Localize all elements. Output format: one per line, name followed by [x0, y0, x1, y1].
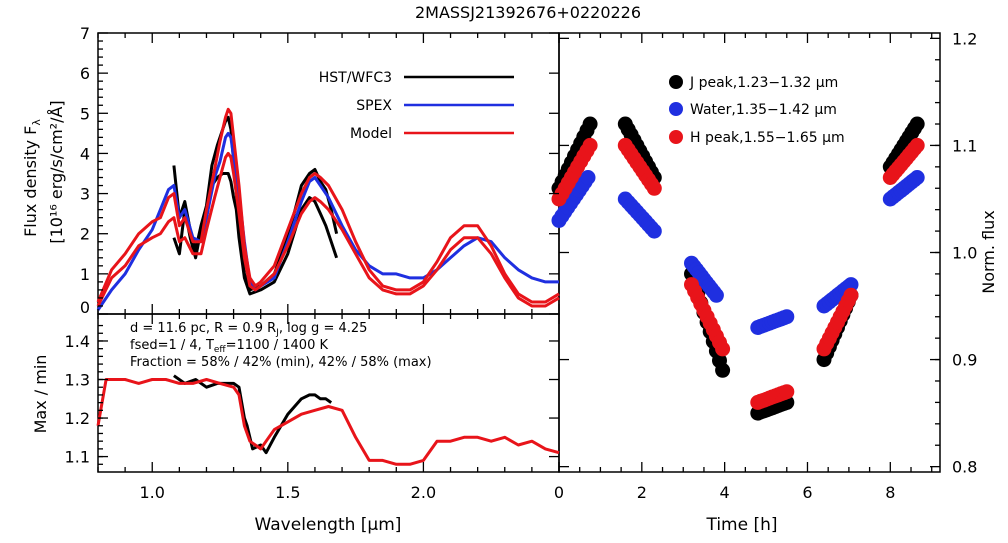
spectrum-ytick-label-7: 7 — [80, 24, 90, 43]
lightcurve-point-h-peak-1-55-1-65-m-4-10 — [843, 287, 859, 303]
lightcurve-legend: J peak,1.23−1.32 μm Water,1.35−1.42 μm H… — [669, 75, 845, 146]
lightcurve-point-water-1-35-1-42-m-5-10 — [909, 170, 925, 185]
lightcurve-point-h-peak-1-55-1-65-m-2-10 — [715, 341, 731, 357]
lightcurve-ytick-label-0.8: 0.8 — [952, 458, 977, 477]
lightcurve-ytick-label-1.1: 1.1 — [952, 136, 977, 155]
legend-label-hst: HST/WFC3 — [319, 70, 392, 86]
legend-dot-hpeak — [669, 130, 683, 144]
spectrum-ytick-label-2: 2 — [80, 225, 90, 244]
axes-ticks: 0 1 2 3 4 5 6 7 1.1 1.2 1.3 1.4 1.0 1.5 2.0 0.8 0.9 1.0 1.… — [65, 24, 978, 502]
legend-dot-water — [669, 102, 683, 116]
lightcurve-point-water-1-35-1-42-m-2-10 — [708, 287, 724, 303]
spectrum-ytick-label-3: 3 — [80, 185, 90, 204]
lightcurve-point-h-peak-1-55-1-65-m-0-10 — [582, 137, 598, 153]
lightcurve-xtick-label-4: 4 — [720, 483, 730, 502]
lightcurve-xtick-label-2: 2 — [637, 483, 647, 502]
lightcurve-ytick-label-0.9: 0.9 — [952, 351, 977, 370]
lightcurve-point-j-peak-1-23-1-32-m-5-10 — [909, 116, 925, 132]
spectrum-ytick-label-0: 0 — [80, 298, 90, 317]
legend-label-spex: SPEX — [356, 98, 392, 114]
ratio-xtick-label-1.5: 1.5 — [275, 483, 300, 502]
spectrum-line-model-3 — [96, 107, 560, 304]
lightcurve-ytick-label-1.0: 1.0 — [952, 244, 977, 263]
spectrum-ytick-label-1: 1 — [80, 265, 90, 284]
lightcurve-xtick-label-6: 6 — [802, 483, 812, 502]
ratio-line-hst-wfc3-0 — [173, 374, 333, 455]
params-line2: fsed=1 / 4, Teff=1100 / 1400 K — [130, 338, 328, 355]
lightcurve-point-h-peak-1-55-1-65-m-5-10 — [909, 137, 925, 153]
ratio-plot — [96, 374, 560, 466]
lightcurve-point-water-1-35-1-42-m-4-10 — [843, 277, 859, 293]
lightcurve-point-j-peak-1-23-1-32-m-0-10 — [582, 116, 598, 132]
ratio-ytick-label-1.2: 1.2 — [65, 409, 90, 428]
lightcurve-ylabel: Norm. flux — [979, 210, 998, 294]
legend-label-model: Model — [350, 126, 392, 142]
spectrum-ytick-label-6: 6 — [80, 64, 90, 83]
ratio-xtick-label-2.0: 2.0 — [411, 483, 436, 502]
spectrum-line-hst-wfc3-1 — [172, 115, 339, 292]
lightcurve-xtick-label-8: 8 — [885, 483, 895, 502]
lightcurve-ytick-label-1.2: 1.2 — [952, 29, 977, 48]
legend-label-water: Water,1.35−1.42 μm — [690, 102, 837, 118]
lightcurve-xtick-label-0: 0 — [554, 483, 564, 502]
lightcurve-point-water-1-35-1-42-m-0-10 — [580, 170, 596, 185]
lightcurve-point-h-peak-1-55-1-65-m-3-10 — [779, 384, 795, 400]
lightcurve-plot — [551, 116, 925, 421]
spectrum-line-model-4 — [96, 151, 560, 308]
lightcurve-point-j-peak-1-23-1-32-m-2-10 — [715, 362, 731, 378]
spectrum-ylabel-line2: [10¹⁶ erg/s/cm²/Å] — [47, 100, 66, 243]
wavelength-xlabel: Wavelength [μm] — [255, 515, 402, 535]
ratio-xtick-label-1.0: 1.0 — [140, 483, 165, 502]
lightcurve-point-h-peak-1-55-1-65-m-1-10 — [646, 180, 662, 196]
time-xlabel: Time [h] — [705, 515, 777, 535]
spectrum-legend: HST/WFC3 SPEX Model — [319, 70, 514, 142]
ratio-ytick-label-1.4: 1.4 — [65, 332, 90, 351]
lightcurve-point-water-1-35-1-42-m-3-10 — [779, 309, 795, 325]
params-line1: d = 11.6 pc, R = 0.9 RJ, log g = 4.25 — [130, 321, 367, 338]
params-line3: Fraction = 58% / 42% (min), 42% / 58% (m… — [130, 355, 432, 370]
ratio-ytick-label-1.1: 1.1 — [65, 448, 90, 467]
figure-title: 2MASSJ21392676+0220226 — [415, 3, 641, 22]
ratio-line-model-1 — [96, 378, 560, 466]
lightcurve-panel-frame — [558, 32, 941, 473]
spectrum-plot — [96, 107, 560, 311]
ratio-ylabel: Max / min — [31, 355, 50, 434]
spectrum-ytick-label-5: 5 — [80, 104, 90, 123]
legend-dot-jpeak — [669, 75, 683, 89]
lightcurve-point-water-1-35-1-42-m-1-10 — [646, 223, 662, 239]
model-parameters: d = 11.6 pc, R = 0.9 RJ, log g = 4.25 fs… — [130, 321, 432, 370]
ratio-ytick-label-1.3: 1.3 — [65, 371, 90, 390]
spectrum-ylabel-line1: Flux density Fλ — [21, 119, 43, 237]
spectrum-ytick-label-4: 4 — [80, 144, 90, 163]
legend-label-jpeak: J peak,1.23−1.32 μm — [689, 75, 838, 91]
legend-label-hpeak: H peak,1.55−1.65 μm — [690, 130, 845, 146]
